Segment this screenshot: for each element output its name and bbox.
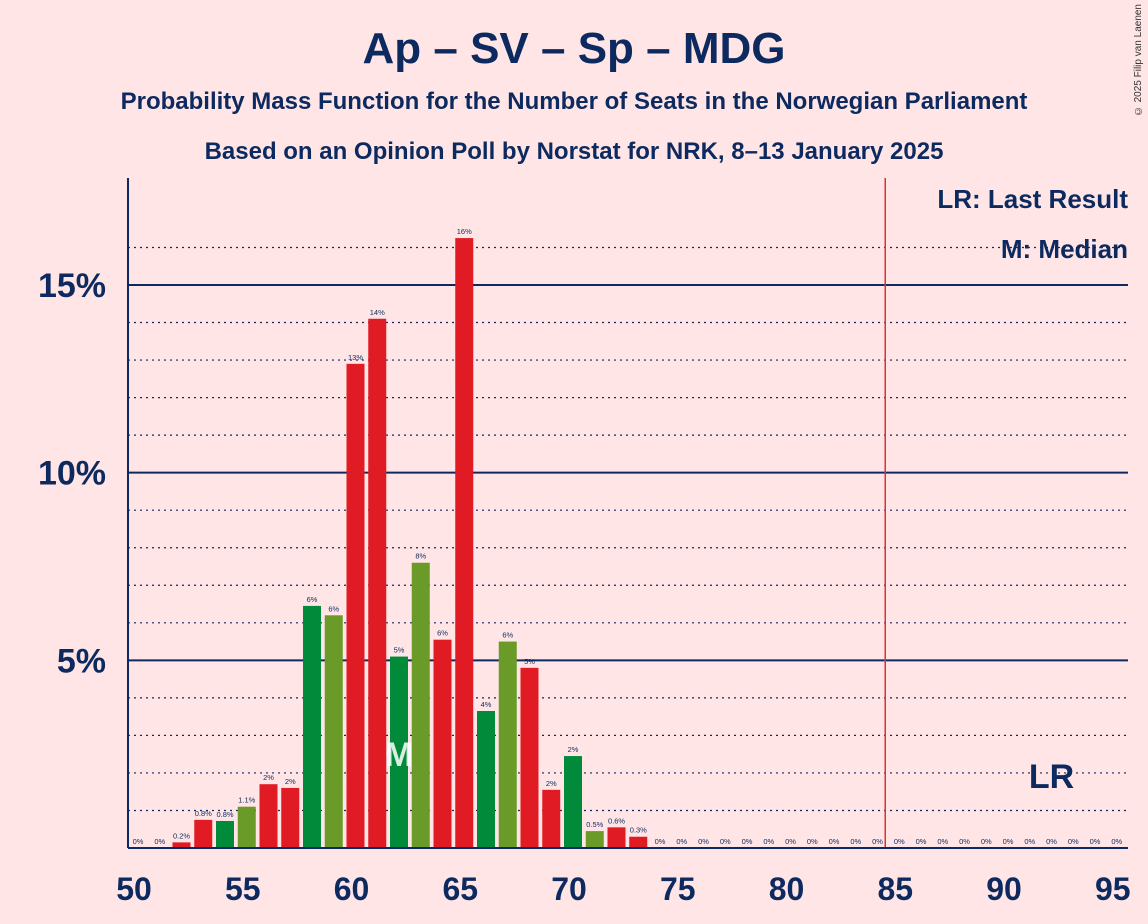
bar-value-label: 0% [154,837,165,846]
bar-value-label: 0% [959,837,970,846]
bar-seat-70 [564,756,582,848]
bar-value-label: 2% [568,745,579,754]
bar-value-label: 0% [916,837,927,846]
x-tick-label: 80 [769,871,805,907]
bar-value-label: 0.6% [608,816,625,825]
bar-seat-57 [281,787,300,848]
bar-series [172,238,648,849]
median-marker: M [385,736,413,774]
bar-value-label: 2% [285,777,296,786]
bar-seat-55 [237,806,256,848]
legend-median: M: Median [1000,234,1128,264]
bar-value-label: 0% [1090,837,1101,846]
bar-value-label: 0% [1046,837,1057,846]
chart-subtitle-1: Probability Mass Function for the Number… [120,88,1028,115]
x-tick-label: 70 [551,871,587,907]
bar-value-label: 0% [981,837,992,846]
bar-value-label: 4% [481,700,492,709]
bar-value-label: 13% [348,353,363,362]
bar-value-label: 6% [307,595,318,604]
bar-seat-62 [390,656,408,848]
bar-value-label: 0% [894,837,905,846]
x-tick-label: 55 [225,871,261,907]
bar-value-label: 14% [370,308,385,317]
bar-value-label: 2% [263,773,274,782]
bar-value-label: 5% [394,646,405,655]
bar-seat-64 [433,639,452,848]
bar-value-label: 0.8% [216,810,233,819]
bar-seat-67 [498,641,517,848]
bar-value-label: 0% [698,837,709,846]
bar-value-label: 0.3% [630,826,647,835]
bar-value-label: 0% [720,837,731,846]
bar-seat-73 [629,836,648,848]
bar-value-label: 6% [328,604,339,613]
bar-value-label: 0% [676,837,687,846]
bar-value-label: 1.1% [238,796,255,805]
bar-value-label: 0% [1003,837,1014,846]
bar-seat-58 [303,605,321,848]
axes: 5% 10% 15% 50 55 60 65 70 75 80 85 90 95 M LR [38,178,1131,907]
legend-last-result: LR: Last Result [937,184,1128,214]
bar-value-label: 0.2% [173,831,190,840]
bar-labels: 0% 0% 0.2% 0.8% 0.8% 1.1% 2% 2% 6% 6% 13% 14% 5% 8% 6%… [133,227,1123,846]
bar-value-label: 0% [829,837,840,846]
bar-value-label: 0% [1111,837,1122,846]
y-tick-label: 10% [38,455,106,493]
y-tick-label: 5% [57,642,106,680]
bar-value-label: 0% [872,837,883,846]
bar-value-label: 0% [133,837,144,846]
x-tick-label: 75 [660,871,696,907]
bar-value-label: 0% [785,837,796,846]
bar-seat-66 [477,711,495,848]
x-tick-label: 60 [334,871,370,907]
bar-seat-65 [455,238,474,849]
bar-seat-68 [520,667,539,848]
bar-value-label: 0% [1024,837,1035,846]
bar-value-label: 6% [437,629,448,638]
bar-value-label: 0.5% [586,820,603,829]
bar-value-label: 0% [655,837,666,846]
bar-seat-59 [324,615,343,848]
bar-value-label: 2% [546,779,557,788]
last-result-marker: LR [1029,758,1074,796]
chart-subtitle-2: Based on an Opinion Poll by Norstat for … [204,138,944,165]
bar-value-label: 0% [1068,837,1079,846]
x-tick-label: 95 [1095,871,1131,907]
bar-seat-61 [368,318,387,848]
bar-seat-56 [259,784,278,848]
grid-lines [128,246,1128,812]
bar-seat-71 [585,831,604,848]
chart-title: Ap – SV – Sp – MDG [362,24,786,73]
y-tick-label: 15% [38,267,106,305]
x-tick-label: 50 [116,871,152,907]
bar-seat-63 [411,562,430,848]
bar-value-label: 0% [807,837,818,846]
bar-seat-72 [607,827,626,848]
bar-seat-53 [194,819,213,848]
bar-value-label: 0% [742,837,753,846]
bar-value-label: 0.8% [195,809,212,818]
bar-value-label: 16% [457,227,472,236]
x-tick-label: 65 [442,871,478,907]
bar-value-label: 0% [937,837,948,846]
bar-value-label: 5% [524,657,535,666]
x-tick-label: 90 [986,871,1022,907]
bar-seat-54 [216,820,234,848]
bar-seat-69 [542,789,561,848]
bar-value-label: 8% [415,552,426,561]
bar-seat-60 [346,363,365,848]
x-tick-label: 85 [877,871,913,907]
bar-value-label: 0% [850,837,861,846]
bar-value-label: 6% [502,631,513,640]
bar-seat-52 [172,842,191,848]
bar-value-label: 0% [763,837,774,846]
